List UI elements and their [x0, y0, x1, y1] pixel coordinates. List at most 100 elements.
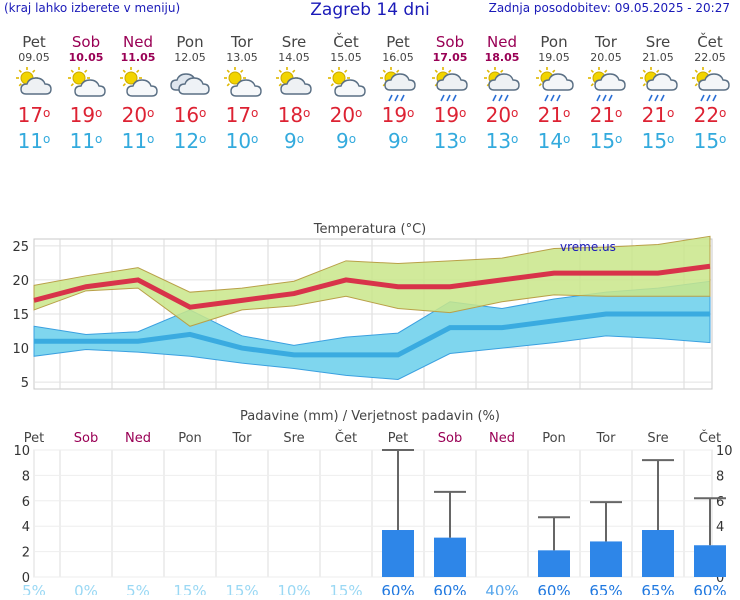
bar [434, 537, 466, 577]
y-tick-label: 4 [22, 520, 30, 535]
sun-rain-icon [528, 66, 580, 102]
y-tick-label-right: 0 [716, 571, 724, 586]
y-tick-label: 15 [12, 308, 29, 323]
temperature-chart: Temperatura (°C) 5 10 15 20 25 vreme.us [12, 222, 713, 390]
day-date: 18.05 [484, 51, 520, 64]
precipitation-chart: Padavine (mm) / Verjetnost padavin (%) Pe… [13, 409, 733, 595]
rain-cloud-icon [476, 66, 528, 102]
day-name: Tor [595, 33, 617, 51]
min-temp: 11o [121, 129, 155, 153]
min-temp: 14o [537, 129, 571, 153]
min-temp: 15o [693, 129, 727, 153]
probability-label: 60% [537, 582, 570, 595]
day-column: Pon 19.05 21o 14o [528, 34, 580, 154]
day-name: Tor [231, 33, 253, 51]
day-name: Čet [333, 33, 359, 51]
day-date: 19.05 [538, 51, 570, 64]
bar [642, 530, 674, 577]
day-name: Sre [281, 33, 307, 51]
max-temp: 20o [121, 103, 155, 127]
max-temp: 20o [485, 103, 519, 127]
sun-rain-icon [580, 66, 632, 102]
day-date: 11.05 [120, 51, 156, 64]
page-title: Zagreb 14 dni [310, 0, 430, 20]
day-name: Pet [386, 33, 410, 51]
day-name: Pet [22, 33, 46, 51]
x-tick-label: Pet [24, 431, 44, 446]
y-tick-label-right: 10 [716, 444, 733, 459]
sun-rain-icon [632, 66, 684, 102]
day-column: Sre 14.05 18o 9o [268, 34, 320, 154]
watermark-label: vreme.us [560, 240, 616, 254]
max-temp: 22o [693, 103, 727, 127]
max-temp: 21o [589, 103, 623, 127]
probability-label: 65% [589, 582, 622, 595]
day-name: Sob [435, 33, 465, 51]
y-tick-label: 10 [13, 444, 30, 459]
day-name: Sre [645, 33, 671, 51]
max-temp: 19o [381, 103, 415, 127]
max-temp: 19o [69, 103, 103, 127]
day-name: Ned [487, 33, 517, 51]
sun-cloud-icon [60, 66, 112, 102]
max-temp: 21o [537, 103, 571, 127]
max-temp: 19o [433, 103, 467, 127]
probability-label: 0% [74, 582, 98, 595]
bar [590, 541, 622, 577]
x-tick-label: Pon [178, 431, 202, 446]
y-tick-label-right: 4 [716, 520, 724, 535]
chart-title: Temperatura (°C) [313, 222, 426, 237]
day-date: 21.05 [642, 51, 674, 64]
min-temp-band [33, 280, 711, 380]
day-date: 22.05 [694, 51, 726, 64]
probability-label: 10% [277, 582, 310, 595]
day-date: 13.05 [226, 51, 258, 64]
menu-hint[interactable]: (kraj lahko izberete v meniju) [4, 1, 181, 15]
day-date: 10.05 [68, 51, 104, 64]
day-column: Sre 21.05 21o 15o [632, 34, 684, 154]
probability-label: 15% [225, 582, 258, 595]
day-date: 12.05 [174, 51, 206, 64]
y-tick-label: 0 [22, 571, 30, 586]
x-tick-label: Ned [489, 431, 515, 446]
probability-label: 40% [485, 582, 518, 595]
probability-label: 60% [693, 582, 726, 595]
min-temp: 11o [69, 129, 103, 153]
max-temp: 18o [277, 103, 311, 127]
min-temp: 15o [589, 129, 623, 153]
x-tick-label: Ned [125, 431, 151, 446]
max-temp: 20o [329, 103, 363, 127]
bar [538, 550, 570, 577]
day-column: Tor 20.05 21o 15o [580, 34, 632, 154]
day-date: 17.05 [432, 51, 468, 64]
min-temp: 12o [173, 129, 207, 153]
y-tick-label: 5 [21, 376, 29, 390]
x-tick-label: Pon [542, 431, 566, 446]
y-tick-label-right: 8 [716, 469, 724, 484]
day-date: 20.05 [590, 51, 622, 64]
day-column: Pet 16.05 19o 9o [372, 34, 424, 154]
x-tick-label: Čet [699, 430, 721, 446]
partly-cloudy-icon [268, 66, 320, 102]
day-name: Sob [71, 33, 101, 51]
y-tick-label: 8 [22, 469, 30, 484]
min-temp: 13o [485, 129, 519, 153]
min-temp: 13o [433, 129, 467, 153]
chart-title: Padavine (mm) / Verjetnost padavin (%) [240, 409, 500, 424]
x-tick-label: Čet [335, 430, 357, 446]
min-temp: 15o [641, 129, 675, 153]
x-tick-label: Pet [388, 431, 408, 446]
series-line-min [34, 311, 710, 358]
rain-cloud-icon [372, 66, 424, 102]
probability-label: 65% [641, 582, 674, 595]
day-name: Pon [176, 33, 204, 51]
sun-rain-icon [684, 66, 736, 102]
y-tick-label: 6 [22, 495, 30, 510]
day-date: 14.05 [278, 51, 310, 64]
day-name: Pon [540, 33, 568, 51]
day-column: Ned 11.05 20o 11o [112, 34, 164, 154]
min-temp: 9o [335, 129, 357, 153]
x-tick-label: Sre [647, 431, 668, 446]
day-column: Ned 18.05 20o 13o [476, 34, 528, 154]
min-temp: 10o [225, 129, 259, 153]
